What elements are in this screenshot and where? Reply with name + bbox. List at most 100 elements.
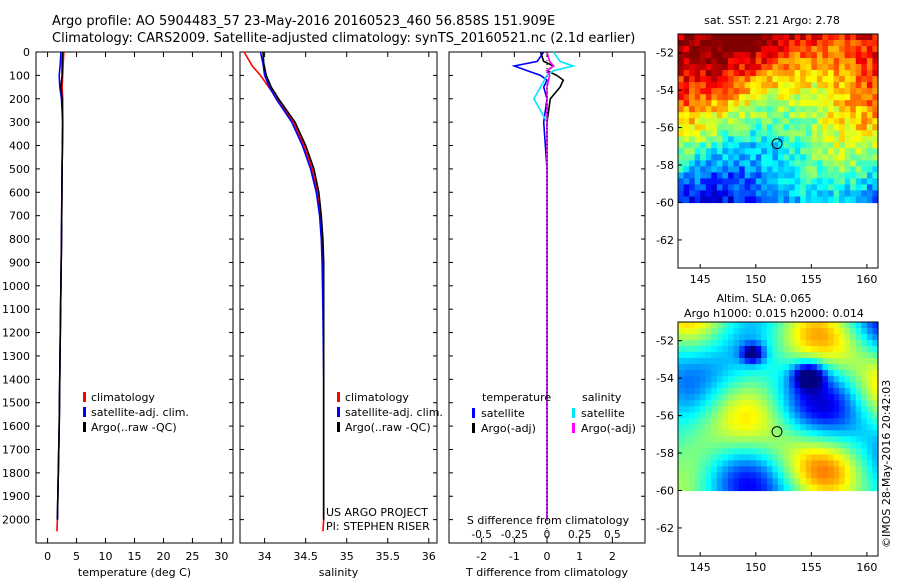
- map-cell: [794, 190, 801, 197]
- map-cell: [728, 358, 735, 365]
- map-cell: [861, 40, 868, 47]
- map-cell: [789, 166, 796, 173]
- map-cell: [833, 34, 840, 41]
- map-cell: [733, 454, 740, 461]
- temperature-xlabel: temperature (deg C): [78, 566, 191, 579]
- map-cell: [772, 352, 779, 359]
- map-cell: [811, 454, 818, 461]
- map-cell: [783, 454, 790, 461]
- map-cell: [866, 370, 874, 377]
- map-cell: [828, 190, 835, 197]
- map-cell: [711, 328, 718, 335]
- map-cell: [739, 436, 746, 443]
- map-cell: [794, 388, 801, 395]
- map-cell: [811, 364, 818, 371]
- map-cell: [722, 382, 729, 389]
- map-cell: [794, 478, 801, 485]
- map-cell: [744, 466, 751, 473]
- map-cell: [755, 424, 762, 431]
- map-cell: [750, 334, 757, 341]
- map-cell: [872, 442, 879, 449]
- map-cell: [733, 190, 740, 197]
- depth-tick-label: 600: [9, 186, 30, 199]
- map-cell: [772, 484, 779, 492]
- map-cell: [694, 52, 701, 59]
- map-cell: [694, 418, 701, 425]
- map-cell: [728, 184, 735, 191]
- map-cell: [789, 46, 796, 53]
- map-cell: [761, 190, 768, 197]
- map-cell: [833, 400, 840, 407]
- map-cell: [828, 112, 835, 119]
- map-cell: [839, 466, 846, 473]
- map-cell: [744, 442, 751, 449]
- map-cell: [822, 322, 829, 329]
- map-cell: [705, 424, 712, 431]
- map-cell: [783, 154, 790, 161]
- map-cell: [694, 82, 701, 89]
- map-cell: [689, 418, 696, 425]
- map-cell: [794, 424, 801, 431]
- map-cell: [800, 112, 807, 119]
- map-cell: [866, 34, 874, 41]
- map-cell: [789, 142, 796, 149]
- map-cell: [716, 370, 724, 377]
- map-cell: [766, 394, 774, 401]
- map-cell: [861, 454, 868, 461]
- map-cell: [716, 196, 724, 204]
- map-cell: [861, 388, 868, 395]
- map-cell: [694, 478, 701, 485]
- map-cell: [844, 352, 851, 359]
- map-cell: [816, 82, 824, 89]
- map-cell: [833, 142, 840, 149]
- map-cell: [683, 394, 690, 401]
- map-cell: [678, 418, 685, 425]
- map-cell: [683, 34, 690, 41]
- map-cell: [828, 454, 835, 461]
- map-cell: [700, 76, 707, 83]
- map-cell: [705, 442, 712, 449]
- map-cell: [744, 334, 751, 341]
- map-cell: [822, 418, 829, 425]
- depth-tick-label: 700: [9, 210, 30, 223]
- map-cell: [733, 130, 740, 137]
- salinity-xtick-label: 36: [422, 550, 436, 563]
- map-cell: [722, 76, 729, 83]
- map-cell: [750, 70, 757, 77]
- map-cell: [761, 34, 768, 41]
- map-cell: [816, 352, 824, 359]
- map-cell: [733, 106, 740, 113]
- map-cell: [772, 454, 779, 461]
- map-cell: [828, 478, 835, 485]
- map-cell: [739, 454, 746, 461]
- map-cell: [872, 166, 879, 173]
- map-cell: [783, 172, 790, 179]
- map-cell: [866, 76, 874, 83]
- map-cell: [866, 100, 874, 107]
- map-cell: [872, 412, 879, 419]
- map-cell: [783, 112, 790, 119]
- map-cell: [855, 124, 862, 131]
- map-cell: [700, 442, 707, 449]
- map-cell: [833, 412, 840, 419]
- map-cell: [739, 412, 746, 419]
- map-cell: [700, 460, 707, 467]
- map-cell: [733, 406, 740, 413]
- map-cell: [783, 100, 790, 107]
- map-cell: [700, 376, 707, 383]
- diff-legend-label: Argo(-adj): [481, 422, 536, 435]
- map-cell: [844, 76, 851, 83]
- map-cell: [711, 136, 718, 143]
- map-cell: [772, 100, 779, 107]
- map-cell: [778, 94, 785, 101]
- map-cell: [828, 352, 835, 359]
- map-cell: [750, 328, 757, 335]
- map-cell: [744, 364, 751, 371]
- map-cell: [705, 94, 712, 101]
- map-cell: [811, 178, 818, 185]
- map-cell: [700, 370, 707, 377]
- map-cell: [805, 124, 812, 131]
- map-cell: [828, 142, 835, 149]
- map-cell: [766, 88, 774, 95]
- map-cell: [722, 136, 729, 143]
